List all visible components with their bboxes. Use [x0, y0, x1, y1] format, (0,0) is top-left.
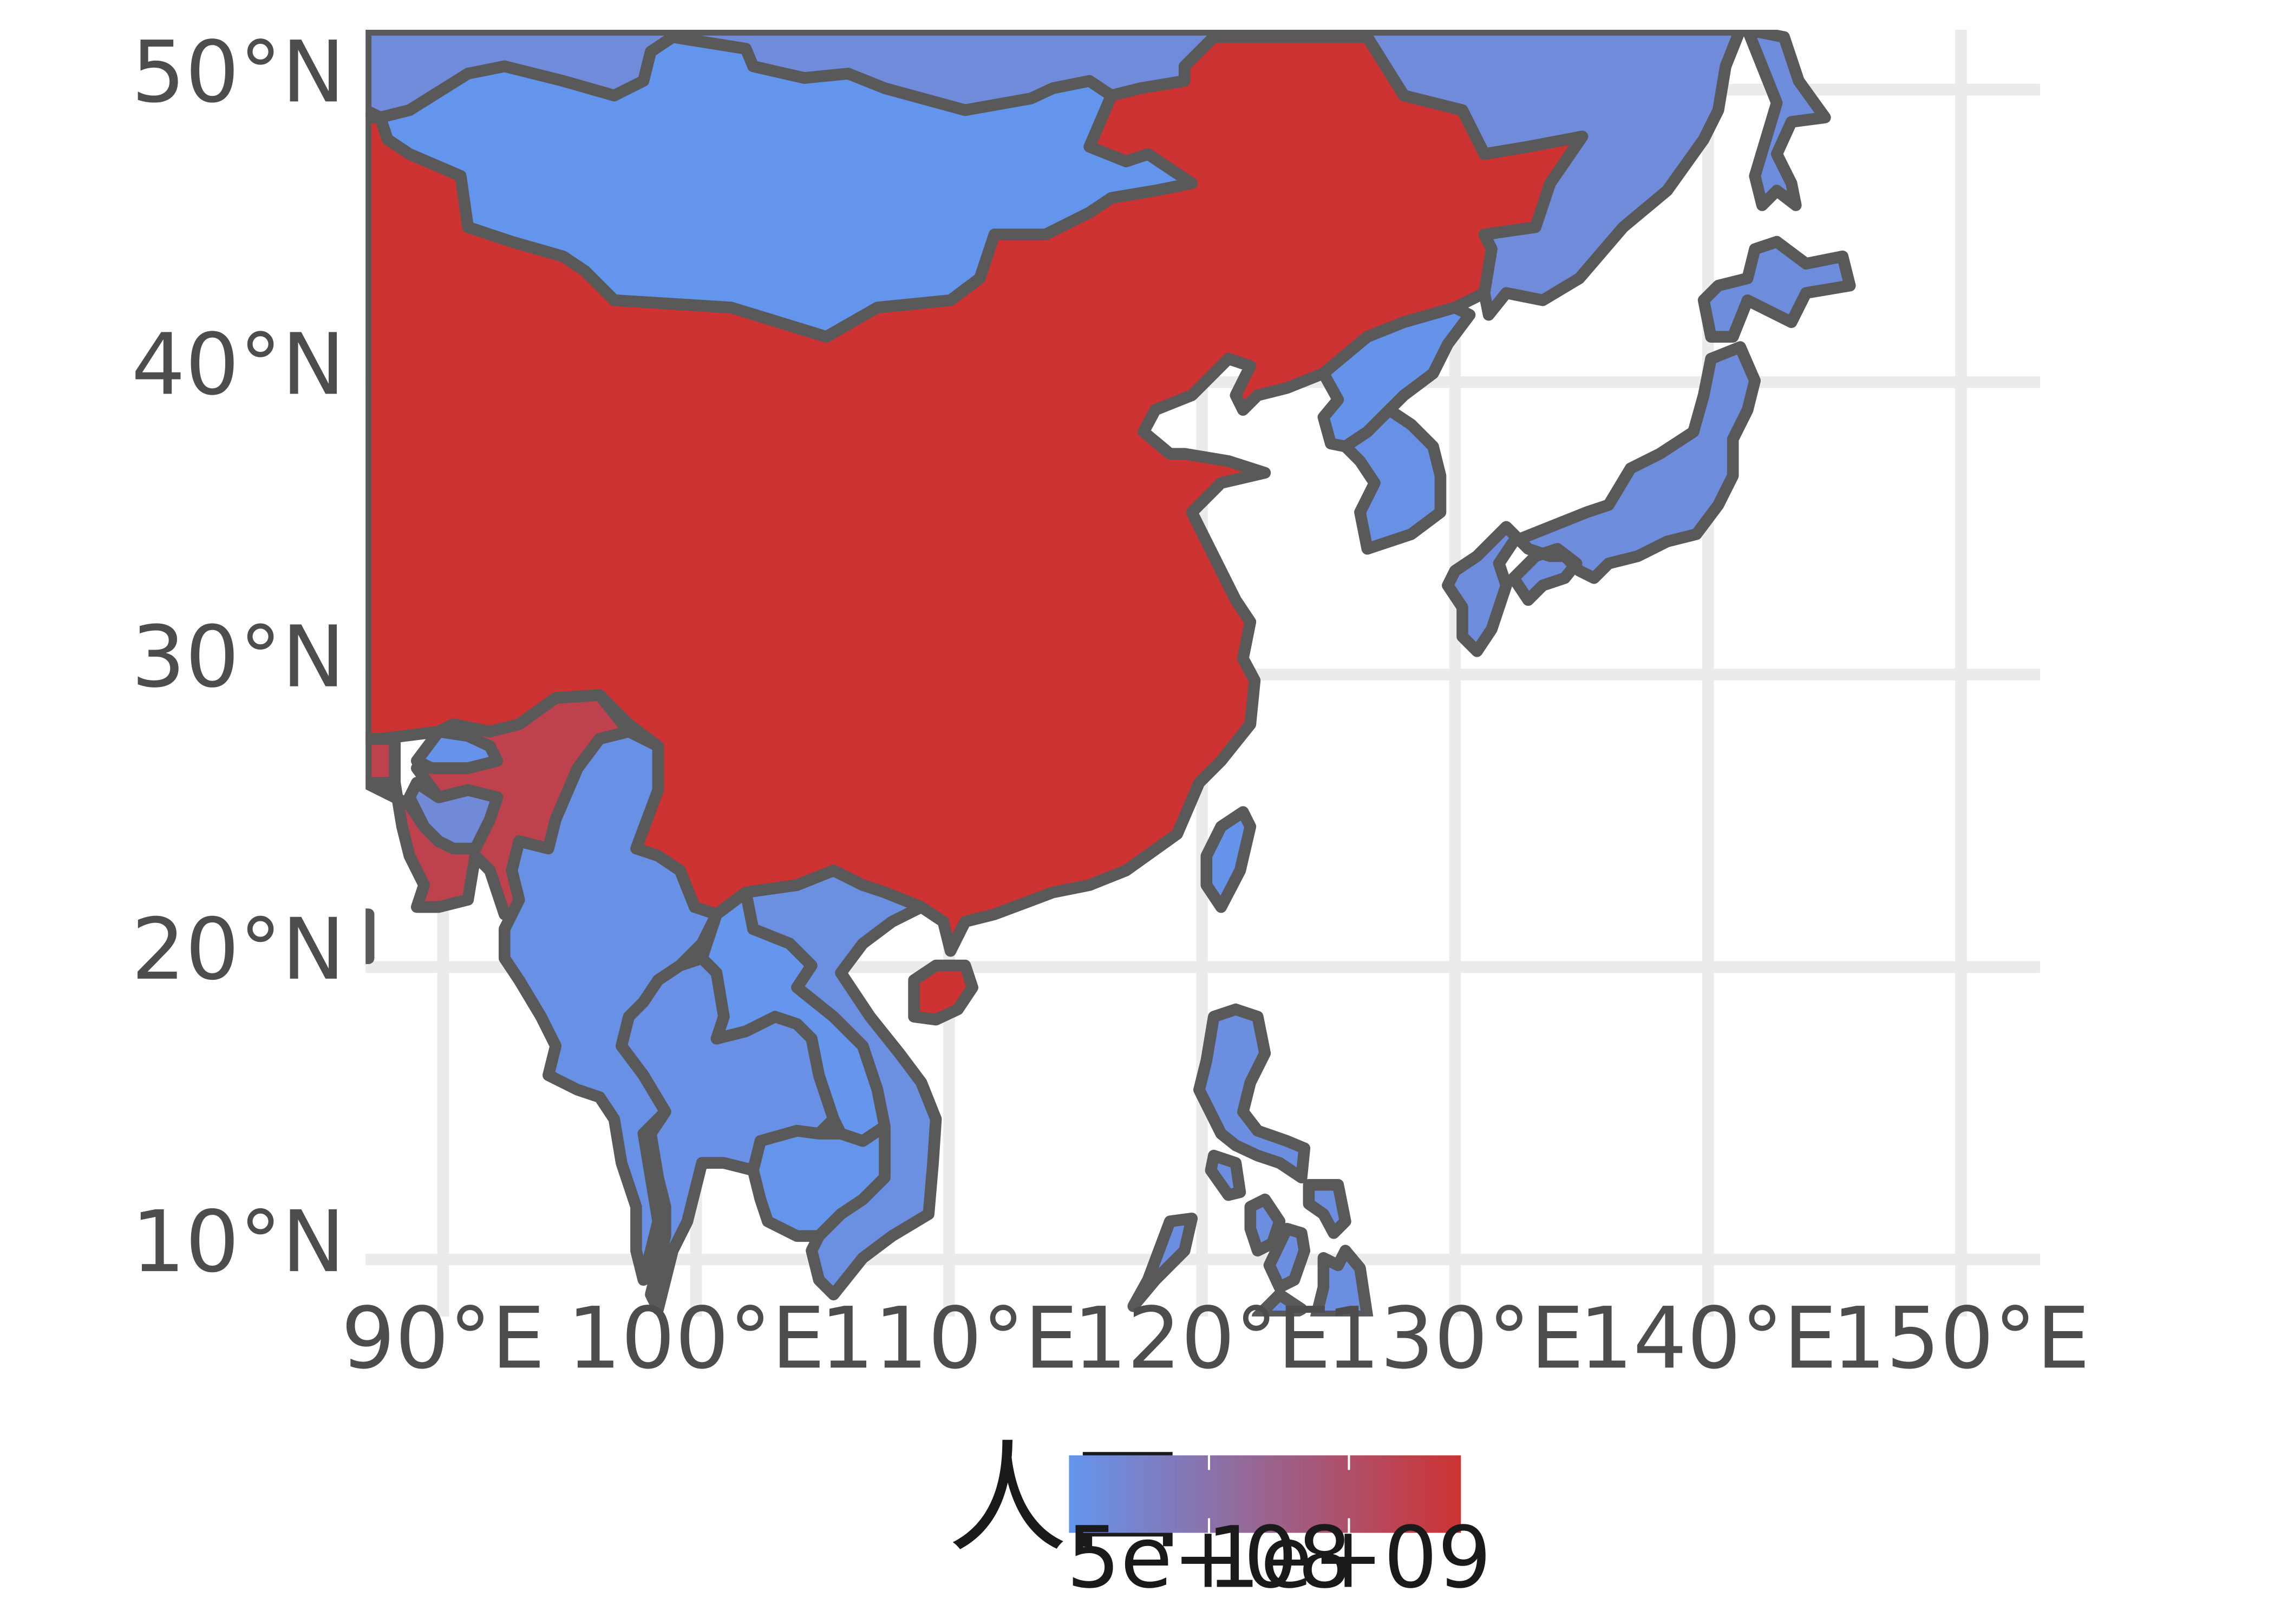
x-tick-label: 100°E	[567, 1289, 825, 1387]
x-tick-label: 90°E	[341, 1289, 545, 1387]
x-tick-label: 110°E	[820, 1289, 1078, 1387]
region-vietnam	[740, 865, 942, 1301]
y-tick-label: 40°N	[132, 316, 345, 414]
y-axis: 50°N 40°N 30°N 20°N 10°N	[132, 23, 345, 1291]
region-japan	[1442, 29, 1856, 657]
region-bangladesh	[403, 777, 504, 855]
region-south-korea	[1339, 404, 1447, 555]
x-tick-label: 130°E	[1326, 1289, 1584, 1387]
y-tick-label: 50°N	[132, 23, 345, 121]
legend-tick-label: 1e+09	[1206, 1509, 1492, 1607]
region-hainan	[908, 959, 978, 1026]
region-north-korea	[1317, 302, 1476, 453]
y-tick-label: 30°N	[132, 608, 345, 706]
x-tick-label: 150°E	[1832, 1289, 2090, 1387]
legend-colorbar	[1069, 1455, 1461, 1533]
country-layer	[365, 29, 1856, 1317]
region-philippines	[1127, 1003, 1374, 1317]
y-tick-label: 10°N	[132, 1193, 345, 1291]
region-taiwan	[1200, 806, 1257, 913]
legend-tick-label: 5e+08	[1067, 1509, 1352, 1607]
x-tick-label: 140°E	[1579, 1289, 1837, 1387]
region-nepal	[410, 725, 504, 774]
y-tick-label: 20°N	[132, 900, 345, 999]
x-tick-label: 120°E	[1073, 1289, 1331, 1387]
